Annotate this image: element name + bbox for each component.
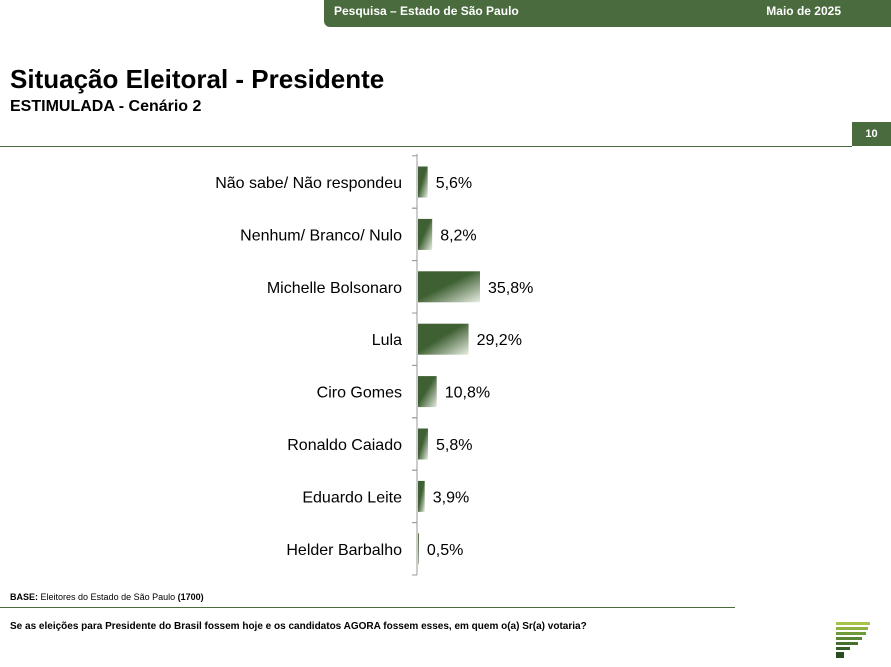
value-label: 5,8% (436, 437, 472, 454)
category-label: Não sabe/ Não respondeu (215, 175, 402, 192)
category-label: Michelle Bolsonaro (267, 280, 402, 297)
bar (418, 376, 437, 408)
page-number-badge: 10 (852, 122, 891, 146)
value-label: 0,5% (427, 542, 463, 559)
category-label: Ronaldo Caiado (287, 437, 402, 454)
header-bar: Pesquisa – Estado de São Paulo Maio de 2… (324, 0, 891, 27)
value-label: 8,2% (440, 227, 476, 244)
page-title: Situação Eleitoral - Presidente (10, 64, 385, 94)
base-sample: (1700) (177, 592, 204, 602)
survey-title: Pesquisa – Estado de São Paulo (334, 4, 519, 18)
value-label: 3,9% (433, 489, 469, 506)
survey-question: Se as eleições para Presidente do Brasil… (10, 621, 587, 632)
value-label: 5,6% (436, 175, 472, 192)
bar (418, 218, 433, 250)
header-divider (0, 146, 852, 147)
category-label: Nenhum/ Branco/ Nulo (240, 227, 402, 244)
bar (418, 166, 428, 198)
company-logo-icon (836, 622, 870, 658)
category-label: Eduardo Leite (302, 489, 402, 506)
survey-date: Maio de 2025 (766, 4, 841, 18)
category-label: Helder Barbalho (286, 542, 402, 559)
category-label: Lula (372, 332, 402, 349)
bar-chart: Não sabe/ Não respondeu 5,6% Nenhum/ Branc… (215, 154, 533, 576)
base-label: BASE: (10, 592, 39, 602)
bar (418, 271, 480, 303)
value-label: 10,8% (445, 385, 490, 402)
bar (418, 323, 469, 355)
base-note: BASE: Eleitores do Estado de São Paulo (… (10, 592, 204, 602)
value-label: 35,8% (488, 280, 533, 297)
value-label: 29,2% (477, 332, 522, 349)
category-label: Ciro Gomes (317, 385, 402, 402)
bar (418, 480, 425, 512)
bar (418, 533, 419, 565)
page-subtitle: ESTIMULADA - Cenário 2 (10, 98, 202, 115)
footer-divider (0, 607, 735, 608)
base-text: Eleitores do Estado de São Paulo (40, 592, 176, 602)
bar (418, 428, 429, 460)
